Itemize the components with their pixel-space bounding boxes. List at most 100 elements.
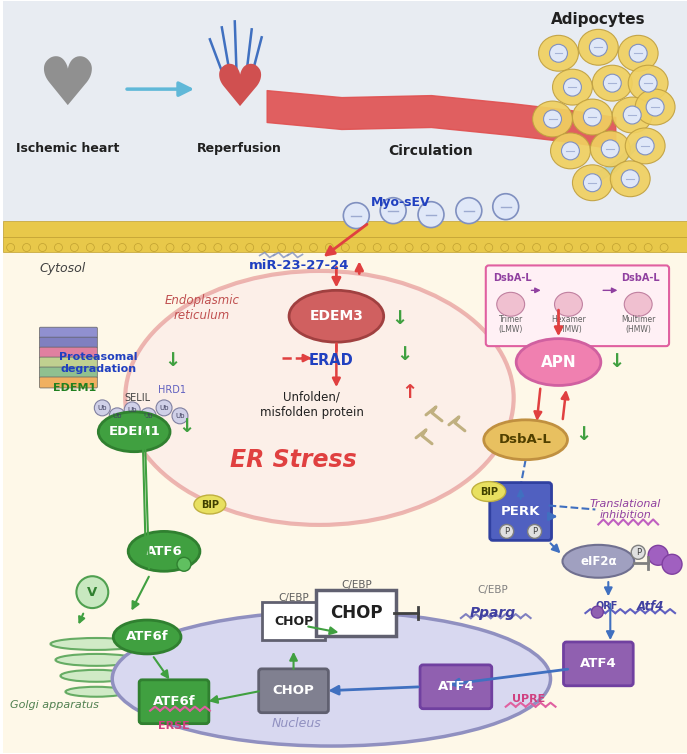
Circle shape [636,137,654,155]
Circle shape [485,244,493,252]
Ellipse shape [610,161,650,197]
Ellipse shape [625,128,665,164]
Circle shape [102,244,110,252]
Circle shape [23,244,30,252]
Circle shape [380,198,406,224]
Text: BIP: BIP [480,486,498,497]
Circle shape [293,244,302,252]
Text: CHOP: CHOP [273,685,315,697]
Text: Endoplasmic
reticulum: Endoplasmic reticulum [164,294,239,322]
Text: Circulation: Circulation [389,144,473,158]
Ellipse shape [532,101,572,137]
Ellipse shape [550,133,590,169]
Ellipse shape [128,532,200,572]
Text: miR-23-27-24: miR-23-27-24 [249,259,350,272]
Text: ↓: ↓ [178,417,194,436]
Text: Trimer
(LMW): Trimer (LMW) [499,314,523,334]
Text: DsbA-L: DsbA-L [621,274,660,284]
Circle shape [621,170,639,188]
Ellipse shape [572,165,612,201]
Circle shape [87,244,94,252]
Text: UPRE: UPRE [512,694,545,703]
Text: Ub: Ub [113,413,122,419]
FancyBboxPatch shape [317,590,396,636]
Circle shape [418,201,444,228]
Ellipse shape [635,89,675,125]
Ellipse shape [56,654,137,666]
Text: ↓: ↓ [608,352,624,371]
Ellipse shape [554,293,583,316]
FancyBboxPatch shape [420,665,492,709]
Circle shape [262,244,269,252]
Text: Ub: Ub [144,413,153,419]
Ellipse shape [194,495,226,514]
Text: PERK: PERK [501,505,541,518]
Text: DsbA-L: DsbA-L [499,434,552,446]
FancyBboxPatch shape [3,235,687,752]
Text: ♥: ♥ [214,60,266,118]
Circle shape [532,244,541,252]
Circle shape [456,198,482,224]
Ellipse shape [484,420,567,460]
Text: Ub: Ub [159,405,169,411]
Circle shape [172,408,188,424]
Text: Unfolden/
misfolden protein: Unfolden/ misfolden protein [260,391,363,419]
Circle shape [563,78,581,96]
Circle shape [182,244,190,252]
Circle shape [109,408,125,424]
Ellipse shape [539,35,578,71]
Circle shape [631,545,645,559]
Circle shape [177,557,191,572]
Circle shape [623,106,641,124]
Text: CHOP: CHOP [274,615,313,627]
Circle shape [517,244,525,252]
Circle shape [344,203,369,228]
FancyBboxPatch shape [40,337,98,348]
Circle shape [501,244,508,252]
Text: ATF6f: ATF6f [153,695,195,708]
Text: Ischemic heart: Ischemic heart [16,143,119,155]
Text: Ub: Ub [175,413,185,419]
Ellipse shape [572,99,612,135]
Circle shape [373,244,381,252]
Circle shape [528,525,541,538]
Ellipse shape [113,620,181,654]
Circle shape [550,44,567,63]
Text: Reperfusion: Reperfusion [197,143,282,155]
Ellipse shape [516,339,601,385]
Ellipse shape [472,482,506,501]
Circle shape [326,244,333,252]
Circle shape [421,244,429,252]
Text: ↓: ↓ [396,345,412,364]
Text: SELIL: SELIL [124,393,150,403]
Text: Hexamer
(MMW): Hexamer (MMW) [551,314,586,334]
Text: APN: APN [541,354,576,369]
Text: Myo-sEV: Myo-sEV [371,196,431,209]
Text: Nucleus: Nucleus [271,717,322,730]
Circle shape [156,400,172,416]
Text: EDEM1: EDEM1 [53,383,96,393]
Circle shape [140,408,156,424]
Circle shape [214,244,222,252]
Circle shape [629,44,647,63]
Text: ATF4: ATF4 [438,680,474,693]
Circle shape [246,244,254,252]
Circle shape [405,244,413,252]
Circle shape [644,244,652,252]
Circle shape [589,38,607,57]
Circle shape [499,525,514,538]
Ellipse shape [98,412,170,452]
Circle shape [118,244,126,252]
FancyBboxPatch shape [40,327,98,338]
Text: ERAD: ERAD [309,353,354,367]
Text: ATF6: ATF6 [146,545,183,558]
Circle shape [646,98,664,116]
Circle shape [601,140,619,158]
FancyBboxPatch shape [3,2,687,235]
FancyBboxPatch shape [40,357,98,368]
Ellipse shape [590,131,630,167]
Circle shape [437,244,445,252]
Text: Ub: Ub [98,405,107,411]
Text: ↓: ↓ [391,308,407,328]
Circle shape [469,244,477,252]
